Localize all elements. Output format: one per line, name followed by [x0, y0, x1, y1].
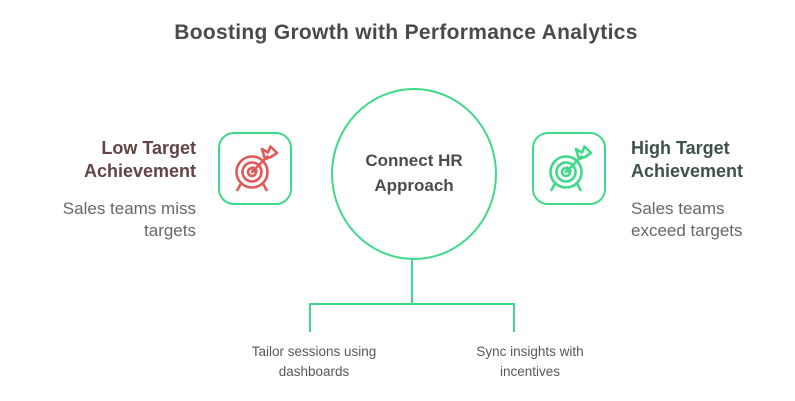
- low-target-description: Sales teams miss targets: [62, 199, 196, 241]
- target-arrow-icon: [235, 144, 279, 191]
- connector-stem: [411, 258, 413, 304]
- target-arrow-icon: [549, 144, 593, 191]
- high-target-icon-box: [532, 132, 606, 205]
- high-target-description: Sales teams exceed targets: [631, 199, 743, 241]
- low-target-heading: Low Target Achievement: [83, 138, 196, 181]
- low-target-icon-box: [218, 132, 292, 205]
- bottom-label-incentives: Sync insights with incentives: [476, 344, 584, 379]
- center-node: Connect HR Approach: [331, 88, 497, 260]
- high-target-heading: High Target Achievement: [631, 138, 744, 181]
- diagram-title: Boosting Growth with Performance Analyti…: [174, 21, 638, 44]
- center-node-label: Connect HR Approach: [365, 151, 463, 195]
- connector-bracket: [309, 303, 515, 332]
- bottom-label-dashboards: Tailor sessions using dashboards: [251, 344, 377, 379]
